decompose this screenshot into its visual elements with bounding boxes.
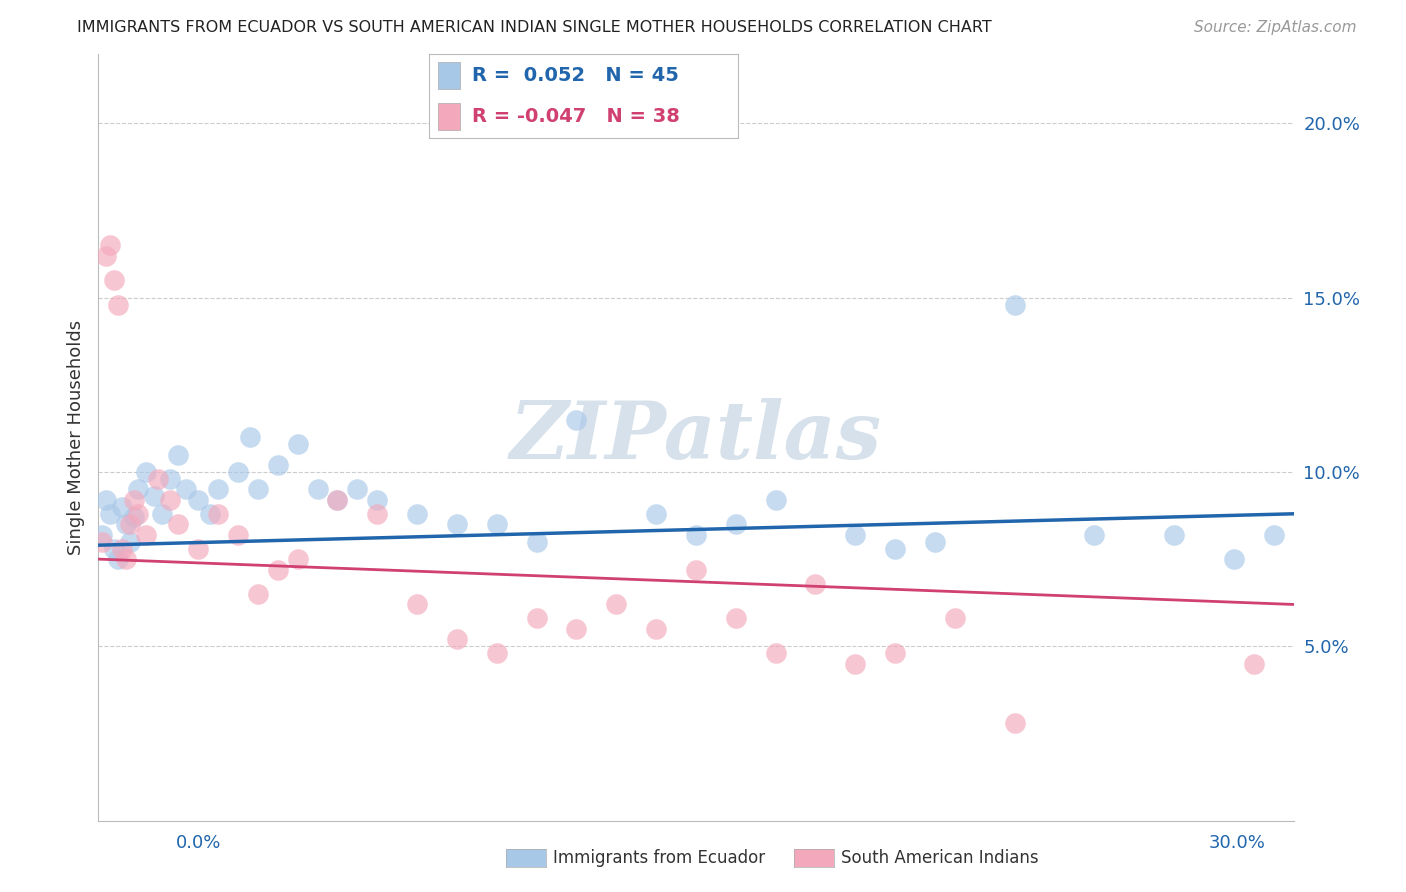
Point — [844, 657, 866, 671]
Point — [111, 500, 134, 514]
Point — [148, 472, 170, 486]
Point — [765, 492, 787, 507]
Point — [446, 632, 468, 647]
Point — [226, 465, 249, 479]
Point — [167, 448, 190, 462]
Point — [884, 541, 907, 556]
Point — [605, 598, 627, 612]
Point — [91, 527, 114, 541]
Point — [765, 646, 787, 660]
Y-axis label: Single Mother Households: Single Mother Households — [66, 319, 84, 555]
Point — [526, 611, 548, 625]
Point — [135, 527, 157, 541]
Text: R = -0.047   N = 38: R = -0.047 N = 38 — [472, 107, 681, 126]
Point — [96, 249, 118, 263]
Point — [198, 507, 221, 521]
Point — [115, 552, 138, 566]
Point — [326, 492, 349, 507]
Bar — [439, 103, 460, 130]
Point — [924, 534, 946, 549]
Point — [485, 646, 508, 660]
Text: ZIPatlas: ZIPatlas — [510, 399, 882, 475]
Point — [446, 517, 468, 532]
Point — [103, 541, 125, 556]
Point — [645, 622, 668, 636]
Point — [526, 534, 548, 549]
Point — [307, 483, 329, 497]
Point — [120, 517, 142, 532]
Point — [124, 510, 146, 524]
Point — [96, 492, 118, 507]
Point — [226, 527, 249, 541]
Point — [685, 563, 707, 577]
Point — [150, 507, 173, 521]
Point — [246, 483, 269, 497]
Point — [159, 472, 181, 486]
Point — [1243, 657, 1265, 671]
Point — [98, 507, 122, 521]
Point — [485, 517, 508, 532]
Point — [167, 517, 190, 532]
Text: R =  0.052   N = 45: R = 0.052 N = 45 — [472, 66, 679, 85]
Point — [1223, 552, 1246, 566]
Point — [724, 517, 747, 532]
Text: 30.0%: 30.0% — [1209, 834, 1265, 852]
Point — [1163, 527, 1185, 541]
Point — [884, 646, 907, 660]
Text: IMMIGRANTS FROM ECUADOR VS SOUTH AMERICAN INDIAN SINGLE MOTHER HOUSEHOLDS CORREL: IMMIGRANTS FROM ECUADOR VS SOUTH AMERICA… — [77, 20, 993, 35]
Point — [844, 527, 866, 541]
Point — [366, 507, 388, 521]
Point — [124, 492, 146, 507]
Point — [943, 611, 966, 625]
Point — [174, 483, 197, 497]
Point — [107, 552, 129, 566]
Point — [645, 507, 668, 521]
Point — [287, 437, 309, 451]
Point — [159, 492, 181, 507]
Point — [107, 297, 129, 311]
Point — [143, 489, 166, 503]
Point — [187, 492, 209, 507]
Point — [103, 273, 125, 287]
Text: South American Indians: South American Indians — [841, 849, 1039, 867]
Point — [127, 483, 149, 497]
Point — [267, 563, 290, 577]
Point — [346, 483, 368, 497]
Point — [187, 541, 209, 556]
Point — [1004, 297, 1026, 311]
Text: Immigrants from Ecuador: Immigrants from Ecuador — [553, 849, 765, 867]
Point — [406, 507, 429, 521]
Point — [98, 238, 122, 252]
Point — [804, 576, 827, 591]
Point — [127, 507, 149, 521]
Point — [239, 430, 262, 444]
Point — [111, 541, 134, 556]
Point — [267, 458, 290, 472]
Point — [406, 598, 429, 612]
Point — [207, 507, 229, 521]
Bar — [439, 62, 460, 89]
Point — [246, 587, 269, 601]
Point — [91, 534, 114, 549]
Point — [115, 517, 138, 532]
Point — [326, 492, 349, 507]
Point — [207, 483, 229, 497]
Point — [565, 412, 588, 426]
Point — [685, 527, 707, 541]
Text: Source: ZipAtlas.com: Source: ZipAtlas.com — [1194, 20, 1357, 35]
Point — [135, 465, 157, 479]
Point — [565, 622, 588, 636]
Point — [1083, 527, 1105, 541]
Point — [1263, 527, 1285, 541]
Text: 0.0%: 0.0% — [176, 834, 221, 852]
Point — [120, 534, 142, 549]
Point — [1004, 716, 1026, 731]
Point — [366, 492, 388, 507]
Point — [287, 552, 309, 566]
Point — [724, 611, 747, 625]
